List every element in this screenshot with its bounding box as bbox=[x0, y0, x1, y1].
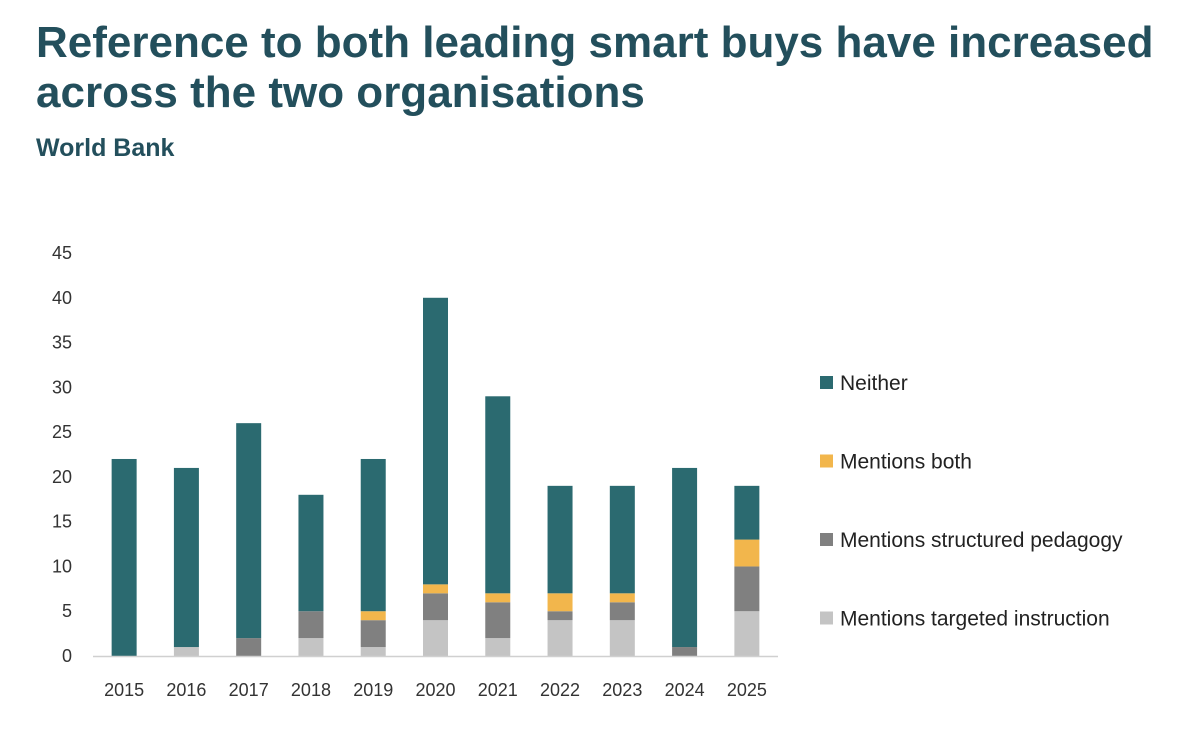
bar-segment bbox=[423, 297, 448, 585]
bar-segment bbox=[609, 602, 635, 621]
y-axis: 0 5 10 15 20 25 30 35 40 45 bbox=[52, 243, 72, 666]
bar-segment bbox=[360, 611, 386, 621]
x-tick-label: 2023 bbox=[602, 680, 642, 700]
y-tick-label: 35 bbox=[52, 333, 72, 353]
x-tick-label: 2025 bbox=[727, 680, 767, 700]
bar-segment bbox=[485, 602, 511, 639]
bar-segment bbox=[547, 620, 573, 656]
legend-label: Mentions structured pedagogy bbox=[840, 529, 1123, 552]
legend-swatch bbox=[820, 454, 833, 468]
bar-segment bbox=[360, 647, 386, 656]
x-tick-label: 2015 bbox=[104, 680, 144, 700]
legend: Neither Mentions both Mentions structured … bbox=[820, 372, 1123, 631]
bar-segment bbox=[734, 539, 760, 567]
legend-label: Mentions targeted instruction bbox=[840, 608, 1110, 631]
bar-segment bbox=[734, 566, 760, 612]
x-tick-label: 2020 bbox=[415, 680, 455, 700]
bar-segment bbox=[298, 611, 324, 639]
y-tick-label: 25 bbox=[52, 422, 72, 442]
chart-subtitle: World Bank bbox=[36, 134, 175, 162]
y-tick-label: 5 bbox=[62, 601, 72, 621]
legend-swatch bbox=[820, 376, 833, 389]
bar-segment bbox=[173, 467, 199, 648]
y-tick-label: 10 bbox=[52, 556, 72, 576]
bar-segment bbox=[111, 458, 137, 656]
y-tick-label: 45 bbox=[52, 243, 72, 263]
bar-segment bbox=[485, 638, 511, 656]
bar-segment bbox=[423, 620, 448, 656]
bar-segment bbox=[236, 638, 262, 656]
bar-segment bbox=[547, 611, 573, 621]
bar-segment bbox=[547, 593, 573, 612]
bars bbox=[111, 297, 760, 656]
bar-segment bbox=[423, 593, 448, 621]
legend-label: Mentions both bbox=[840, 451, 972, 474]
bar-segment bbox=[236, 423, 262, 639]
bar-segment bbox=[734, 485, 760, 540]
bar-segment bbox=[423, 584, 448, 594]
bar-segment bbox=[485, 396, 511, 594]
bar-segment bbox=[609, 485, 635, 594]
legend-label: Neither bbox=[840, 372, 908, 395]
x-tick-label: 2016 bbox=[166, 680, 206, 700]
x-tick-label: 2021 bbox=[478, 680, 518, 700]
x-axis: 2015 2016 2017 2018 2019 2020 2021 2022 2023 2024… bbox=[93, 655, 778, 700]
legend-swatch bbox=[820, 611, 833, 625]
y-tick-label: 20 bbox=[52, 467, 72, 487]
y-tick-label: 0 bbox=[62, 646, 72, 666]
x-tick-label: 2024 bbox=[665, 680, 705, 700]
y-tick-label: 30 bbox=[52, 377, 72, 397]
bar-segment bbox=[173, 647, 199, 656]
bar-segment bbox=[485, 593, 511, 603]
y-tick-label: 40 bbox=[52, 288, 72, 308]
bar-segment bbox=[360, 458, 386, 612]
chart-title: Reference to both leading smart buys hav… bbox=[36, 18, 1154, 117]
legend-swatch bbox=[820, 533, 833, 546]
x-tick-label: 2019 bbox=[353, 680, 393, 700]
bar-segment bbox=[609, 620, 635, 656]
y-tick-label: 15 bbox=[52, 512, 72, 532]
bar-segment bbox=[672, 647, 698, 656]
x-tick-label: 2018 bbox=[291, 680, 331, 700]
bar-segment bbox=[734, 611, 760, 656]
bar-segment bbox=[298, 638, 324, 656]
bar-segment bbox=[360, 620, 386, 648]
bar-segment bbox=[672, 467, 698, 648]
bar-segment bbox=[609, 593, 635, 603]
x-tick-label: 2017 bbox=[229, 680, 269, 700]
bar-segment bbox=[547, 485, 573, 594]
x-tick-label: 2022 bbox=[540, 680, 580, 700]
bar-segment bbox=[298, 494, 324, 612]
